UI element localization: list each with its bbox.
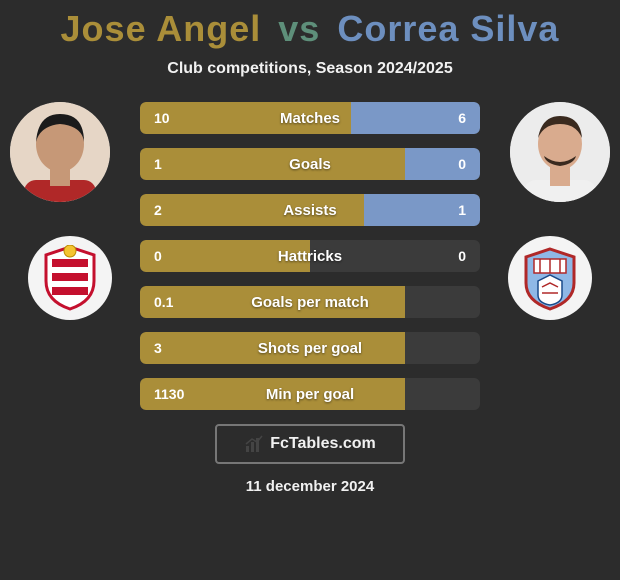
stat-value-left: 2	[154, 194, 162, 226]
player2-name: Correa Silva	[337, 8, 559, 49]
stat-label: Goals	[140, 148, 480, 180]
stat-label: Min per goal	[140, 378, 480, 410]
stat-label: Goals per match	[140, 286, 480, 318]
celta-vigo-crest-icon	[520, 245, 580, 311]
player1-club-logo	[28, 236, 112, 320]
stat-label: Shots per goal	[140, 332, 480, 364]
stat-value-left: 0	[154, 240, 162, 272]
stat-value-left: 10	[154, 102, 170, 134]
stat-label: Hattricks	[140, 240, 480, 272]
player1-silhouette-icon	[10, 102, 110, 202]
stat-value-left: 1	[154, 148, 162, 180]
player2-silhouette-icon	[510, 102, 610, 202]
brand-box: FcTables.com	[215, 424, 405, 464]
stat-value-left: 3	[154, 332, 162, 364]
stat-bars: Matches106Goals10Assists21Hattricks00Goa…	[140, 102, 480, 410]
stat-value-left: 0.1	[154, 286, 173, 318]
stat-label: Assists	[140, 194, 480, 226]
date-footer: 11 december 2024	[0, 478, 620, 495]
stat-label: Matches	[140, 102, 480, 134]
player1-avatar	[10, 102, 110, 202]
stat-value-right: 0	[458, 148, 466, 180]
vs-label: vs	[278, 8, 320, 49]
stat-value-right: 6	[458, 102, 466, 134]
stat-row: Shots per goal3	[140, 332, 480, 364]
content: Matches106Goals10Assists21Hattricks00Goa…	[0, 102, 620, 410]
stat-row: Hattricks0 0	[140, 240, 480, 272]
stat-row: Min per goal1130	[140, 378, 480, 410]
stat-value-left: 1130	[154, 378, 184, 410]
player2-avatar	[510, 102, 610, 202]
comparison-title: Jose Angel vs Correa Silva	[0, 0, 620, 50]
subtitle: Club competitions, Season 2024/2025	[0, 60, 620, 78]
stat-value-right: 0	[458, 240, 466, 272]
brand-chart-icon	[244, 434, 264, 454]
sporting-gijon-crest-icon	[40, 245, 100, 311]
player1-name: Jose Angel	[61, 8, 262, 49]
stat-row: Goals1 0	[140, 148, 480, 180]
stat-row: Goals per match0.1	[140, 286, 480, 318]
stat-row: Matches10 6	[140, 102, 480, 134]
stat-value-right: 1	[458, 194, 466, 226]
brand-text: FcTables.com	[270, 435, 376, 453]
stat-row: Assists2 1	[140, 194, 480, 226]
player2-club-logo	[508, 236, 592, 320]
